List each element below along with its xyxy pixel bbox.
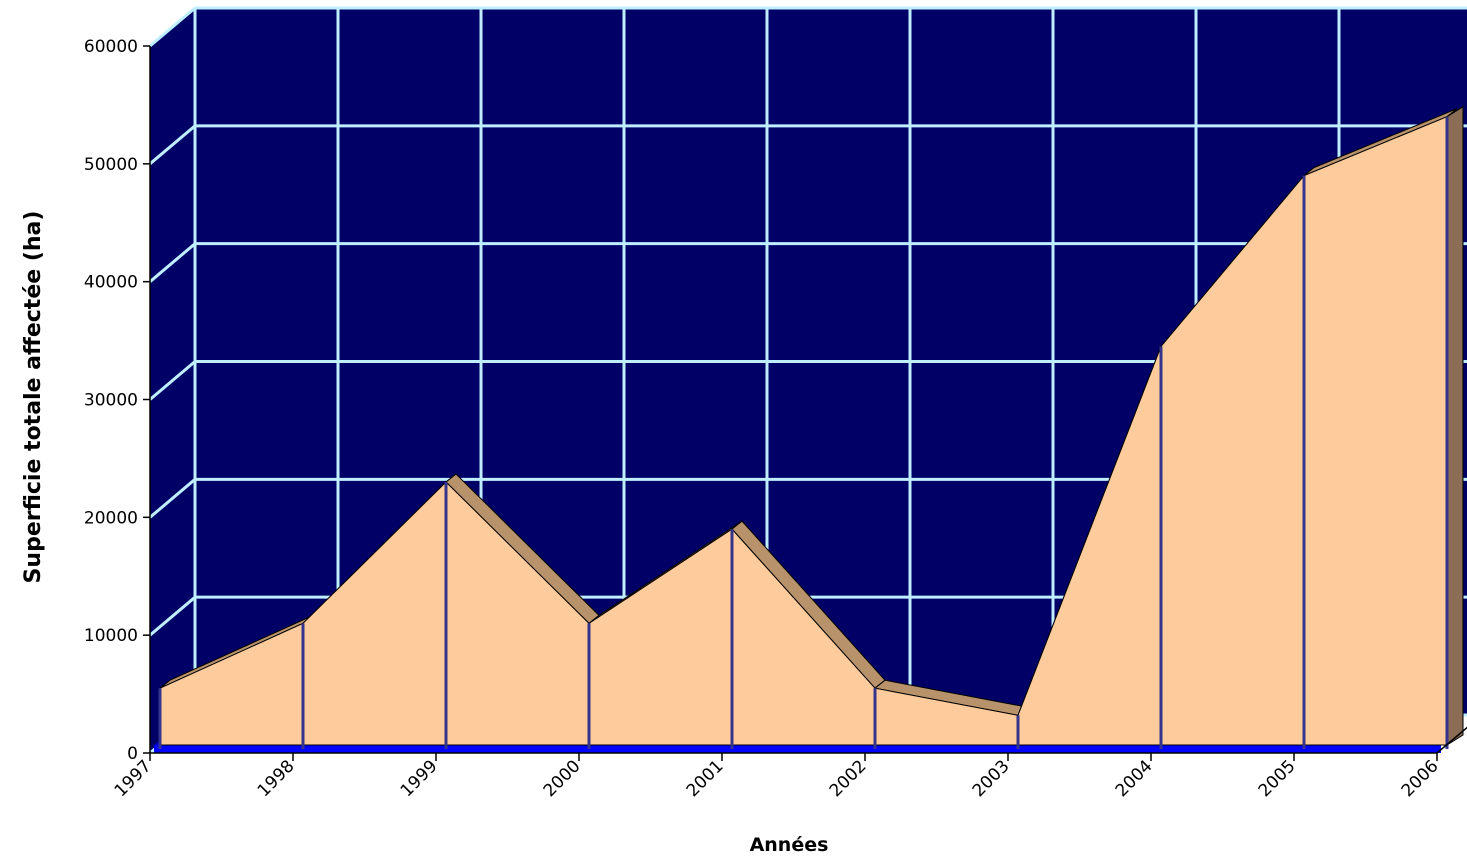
y-tick-label: 0 <box>127 744 138 764</box>
gridline-depth <box>149 6 196 48</box>
axes <box>143 45 1467 761</box>
floor-strip <box>154 745 1441 753</box>
x-axis-title: Années <box>750 834 829 856</box>
x-axis-depth-line <box>1436 726 1467 754</box>
y-tick-label: 10000 <box>84 626 138 646</box>
x-tick-label: 2003 <box>969 756 1014 801</box>
x-tick-label: 2001 <box>683 756 728 801</box>
gridline-depth <box>149 242 196 283</box>
x-tick-label: 1998 <box>254 756 299 801</box>
gridline-depth <box>149 596 196 637</box>
x-tick-label: 2000 <box>540 756 585 801</box>
gridline-depth <box>149 478 196 519</box>
y-tick-label: 60000 <box>84 37 138 57</box>
x-tick-label: 2006 <box>1398 756 1443 801</box>
x-tick-label: 2002 <box>826 756 871 801</box>
gridline-depth <box>149 124 196 165</box>
x-tick-label: 1999 <box>397 756 442 801</box>
area-series <box>154 105 1464 753</box>
gridline-depth <box>149 360 196 401</box>
x-tick-label: 2005 <box>1255 756 1300 801</box>
y-tick-label: 20000 <box>84 508 138 528</box>
y-axis-title: Superficie totale affectée (ha) <box>21 211 46 584</box>
y-tick-label: 40000 <box>84 273 138 293</box>
y-tick-label: 30000 <box>84 391 138 411</box>
x-tick-label: 2004 <box>1112 756 1157 801</box>
area-side-face <box>1446 105 1464 746</box>
y-tick-label: 50000 <box>84 155 138 175</box>
